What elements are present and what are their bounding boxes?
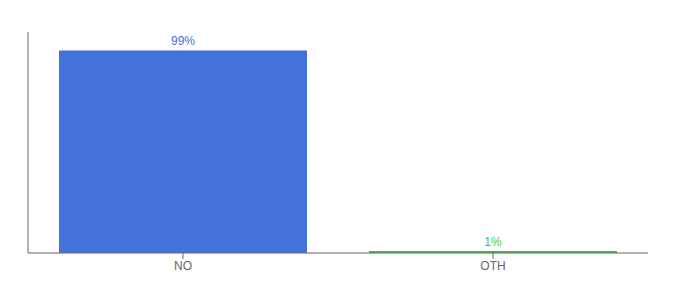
svg-text:99%: 99% xyxy=(171,34,195,48)
svg-text:OTH: OTH xyxy=(480,259,505,273)
svg-text:NO: NO xyxy=(174,259,192,273)
svg-text:1%: 1% xyxy=(484,235,502,249)
